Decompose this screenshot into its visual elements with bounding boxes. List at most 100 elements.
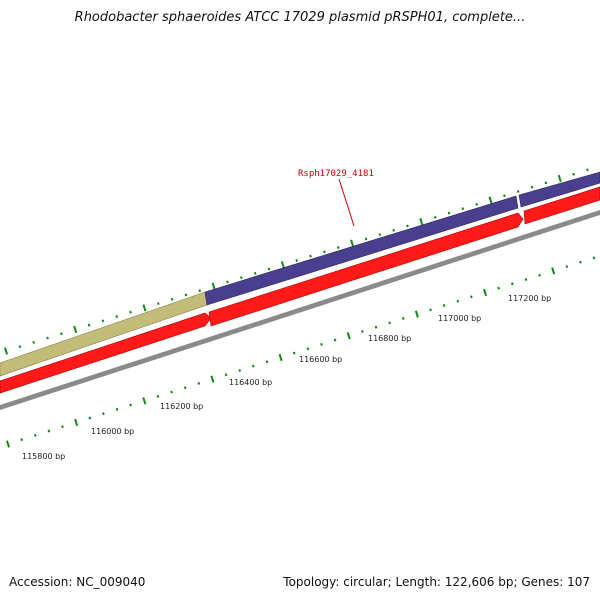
gene-label-leader [338, 178, 355, 227]
feature-tick-major [211, 282, 216, 290]
backbone-line [0, 210, 600, 410]
scale-label-group: 115800 bp 116000 bp 116200 bp 116400 bp 1166… [22, 294, 551, 461]
feature-tick-major [280, 261, 285, 269]
feature-tick-minor [129, 310, 132, 314]
scale-tick-minor [538, 273, 541, 277]
scale-tick-minor [320, 343, 323, 346]
feature-tick-minor [544, 181, 548, 185]
feature-tick-major [557, 174, 562, 183]
feature-tick-major [419, 218, 424, 226]
feature-tick-minor [530, 185, 534, 189]
feature-tick-minor [406, 224, 409, 228]
scale-tick-minor [333, 338, 337, 342]
scale-tick-minor [306, 347, 310, 351]
scale-tick-minor [238, 368, 242, 372]
cds-arrow-3[interactable] [523, 186, 600, 225]
feature-tick-track [4, 168, 589, 355]
feature-bar-purple-1[interactable] [204, 195, 519, 306]
scale-tick-minor [442, 304, 446, 307]
scale-label: 117000 bp [438, 314, 481, 323]
feature-tick-minor [586, 168, 589, 172]
gene-label-rsph17029-4181[interactable]: Rsph17029_4181 [298, 169, 374, 179]
scale-label: 116200 bp [160, 402, 203, 411]
scale-tick-minor [156, 394, 160, 398]
feature-tick-minor [184, 293, 188, 297]
feature-tick-major [73, 325, 78, 334]
scale-label: 115800 bp [22, 452, 65, 461]
scale-tick-minor [524, 278, 528, 281]
scale-tick-major [210, 375, 215, 383]
scale-tick-minor [88, 416, 92, 420]
scale-tick-minor [170, 390, 173, 394]
scale-tick-minor [510, 282, 514, 286]
scale-label: 116800 bp [368, 334, 411, 343]
scale-tick-minor [292, 351, 296, 355]
scale-tick-minor [224, 373, 228, 377]
feature-tick-minor [378, 233, 382, 237]
feature-tick-minor [101, 319, 105, 323]
scale-tick-minor [470, 295, 473, 299]
scale-tick-minor [401, 317, 405, 320]
feature-tick-minor [253, 271, 257, 275]
scale-tick-major [278, 353, 283, 362]
feature-tick-minor [516, 190, 520, 193]
feature-tick-minor [295, 259, 299, 262]
scale-tick-minor [102, 412, 105, 416]
scale-label: 116000 bp [91, 427, 134, 436]
feature-tick-minor [198, 289, 202, 293]
feature-tick-minor [447, 211, 451, 215]
feature-tick-major [4, 347, 8, 355]
scale-tick-minor [20, 438, 23, 442]
scale-tick-minor [388, 321, 391, 325]
map-title: Rhodobacter sphaeroides ATCC 17029 plasm… [74, 10, 526, 25]
scale-tick-minor [129, 403, 132, 407]
scale-tick-major [414, 310, 419, 318]
scale-label: 116600 bp [299, 355, 342, 364]
scale-tick-minor [33, 433, 37, 437]
scale-tick-minor [374, 325, 378, 329]
scale-tick-minor [265, 360, 269, 364]
scale-tick-minor [183, 386, 187, 390]
scale-tick-minor [252, 364, 255, 368]
scale-tick-major [551, 267, 556, 275]
scale-tick-major [142, 397, 147, 405]
scale-tick-minor [61, 425, 64, 429]
cds-arrow-1[interactable] [0, 312, 212, 394]
feature-tick-minor [475, 202, 479, 206]
feature-tick-minor [572, 172, 575, 176]
scale-tick-minor [47, 429, 51, 433]
feature-tick-minor [156, 302, 160, 306]
cds-arrow-2[interactable] [208, 212, 524, 327]
feature-tick-minor [240, 276, 243, 280]
scale-tick-major [5, 440, 11, 448]
feature-tick-minor [309, 254, 312, 258]
feature-tick-minor [226, 280, 229, 284]
feature-tick-minor [170, 297, 174, 301]
feature-tick-minor [87, 323, 91, 327]
feature-tick-minor [46, 336, 49, 340]
scale-tick-minor [579, 260, 582, 264]
scale-tick-minor [565, 265, 569, 268]
scale-tick-minor [497, 286, 500, 290]
feature-tick-minor [267, 267, 271, 271]
feature-bar-purple-2[interactable] [518, 171, 600, 208]
feature-tick-minor [364, 237, 368, 241]
feature-tick-major [488, 196, 493, 204]
scale-tick-major [483, 288, 488, 297]
scale-tick-minor [115, 407, 119, 411]
scale-tick-minor [197, 381, 201, 385]
scale-tick-major [74, 418, 79, 426]
topology-summary: Topology: circular; Length: 122,606 bp; … [283, 575, 590, 589]
feature-tick-minor [392, 228, 395, 232]
feature-tick-minor [115, 315, 119, 318]
accession-text: Accession: NC_009040 [9, 575, 146, 589]
feature-tick-minor [32, 340, 35, 344]
feature-tick-major [350, 239, 355, 247]
scale-label: 116400 bp [229, 378, 272, 387]
scale-tick-track [5, 256, 596, 448]
feature-tick-minor [461, 207, 465, 211]
feature-tick-minor [323, 250, 326, 254]
scale-tick-minor [456, 299, 460, 303]
scale-tick-minor [361, 330, 364, 333]
